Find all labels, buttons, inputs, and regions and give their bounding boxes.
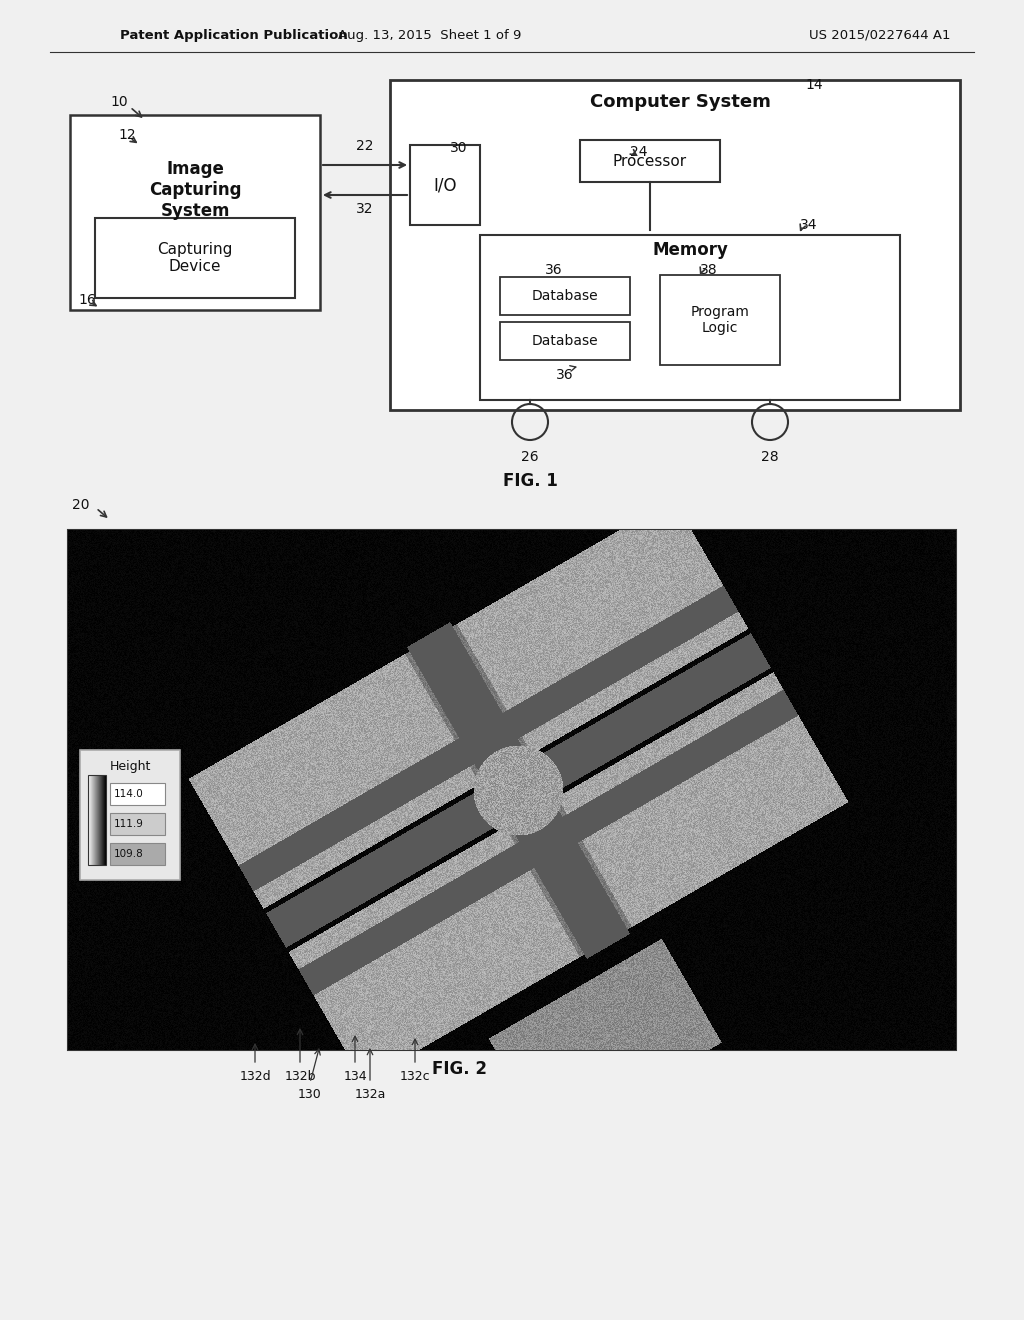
- Text: 111.9: 111.9: [114, 818, 144, 829]
- Text: 22: 22: [356, 139, 374, 153]
- Text: Patent Application Publication: Patent Application Publication: [120, 29, 348, 41]
- FancyBboxPatch shape: [110, 783, 165, 805]
- Text: I/O: I/O: [433, 176, 457, 194]
- FancyBboxPatch shape: [500, 277, 630, 315]
- FancyBboxPatch shape: [410, 145, 480, 224]
- FancyBboxPatch shape: [390, 81, 961, 411]
- FancyBboxPatch shape: [480, 235, 900, 400]
- FancyBboxPatch shape: [95, 218, 295, 298]
- Text: 132d: 132d: [240, 1071, 270, 1082]
- Text: 30: 30: [450, 141, 468, 154]
- FancyBboxPatch shape: [580, 140, 720, 182]
- Text: 24: 24: [630, 145, 647, 158]
- Text: 132b: 132b: [285, 1071, 315, 1082]
- Text: 134: 134: [343, 1071, 367, 1082]
- FancyBboxPatch shape: [70, 115, 319, 310]
- Text: Aug. 13, 2015  Sheet 1 of 9: Aug. 13, 2015 Sheet 1 of 9: [338, 29, 521, 41]
- Text: Processor: Processor: [613, 153, 687, 169]
- Text: 32: 32: [356, 202, 374, 216]
- FancyBboxPatch shape: [110, 813, 165, 836]
- FancyBboxPatch shape: [68, 531, 956, 1049]
- FancyBboxPatch shape: [110, 843, 165, 865]
- Text: 26: 26: [521, 450, 539, 465]
- Text: 12: 12: [118, 128, 135, 143]
- Text: Computer System: Computer System: [590, 92, 770, 111]
- Text: Database: Database: [531, 334, 598, 348]
- Text: Image
Capturing
System: Image Capturing System: [148, 160, 242, 220]
- FancyBboxPatch shape: [80, 750, 180, 880]
- Text: Database: Database: [531, 289, 598, 304]
- Text: 132c: 132c: [399, 1071, 430, 1082]
- Text: 16: 16: [78, 293, 96, 308]
- Text: Memory: Memory: [652, 242, 728, 259]
- Text: FIG. 2: FIG. 2: [432, 1060, 487, 1078]
- Text: 109.8: 109.8: [114, 849, 143, 859]
- Text: US 2015/0227644 A1: US 2015/0227644 A1: [809, 29, 950, 41]
- Text: 132a: 132a: [354, 1088, 386, 1101]
- Text: 36: 36: [556, 368, 573, 381]
- Text: FIG. 1: FIG. 1: [503, 473, 557, 490]
- Text: 28: 28: [761, 450, 779, 465]
- Text: 20: 20: [72, 498, 89, 512]
- Text: 10: 10: [110, 95, 128, 110]
- Text: Height: Height: [110, 760, 151, 774]
- Text: 114.0: 114.0: [114, 789, 143, 799]
- Text: 34: 34: [800, 218, 817, 232]
- Text: 14: 14: [805, 78, 822, 92]
- Text: 130: 130: [298, 1088, 322, 1101]
- Text: 38: 38: [700, 263, 718, 277]
- FancyBboxPatch shape: [500, 322, 630, 360]
- Text: 36: 36: [545, 263, 562, 277]
- Text: Capturing
Device: Capturing Device: [158, 242, 232, 275]
- FancyBboxPatch shape: [660, 275, 780, 366]
- Text: Program
Logic: Program Logic: [690, 305, 750, 335]
